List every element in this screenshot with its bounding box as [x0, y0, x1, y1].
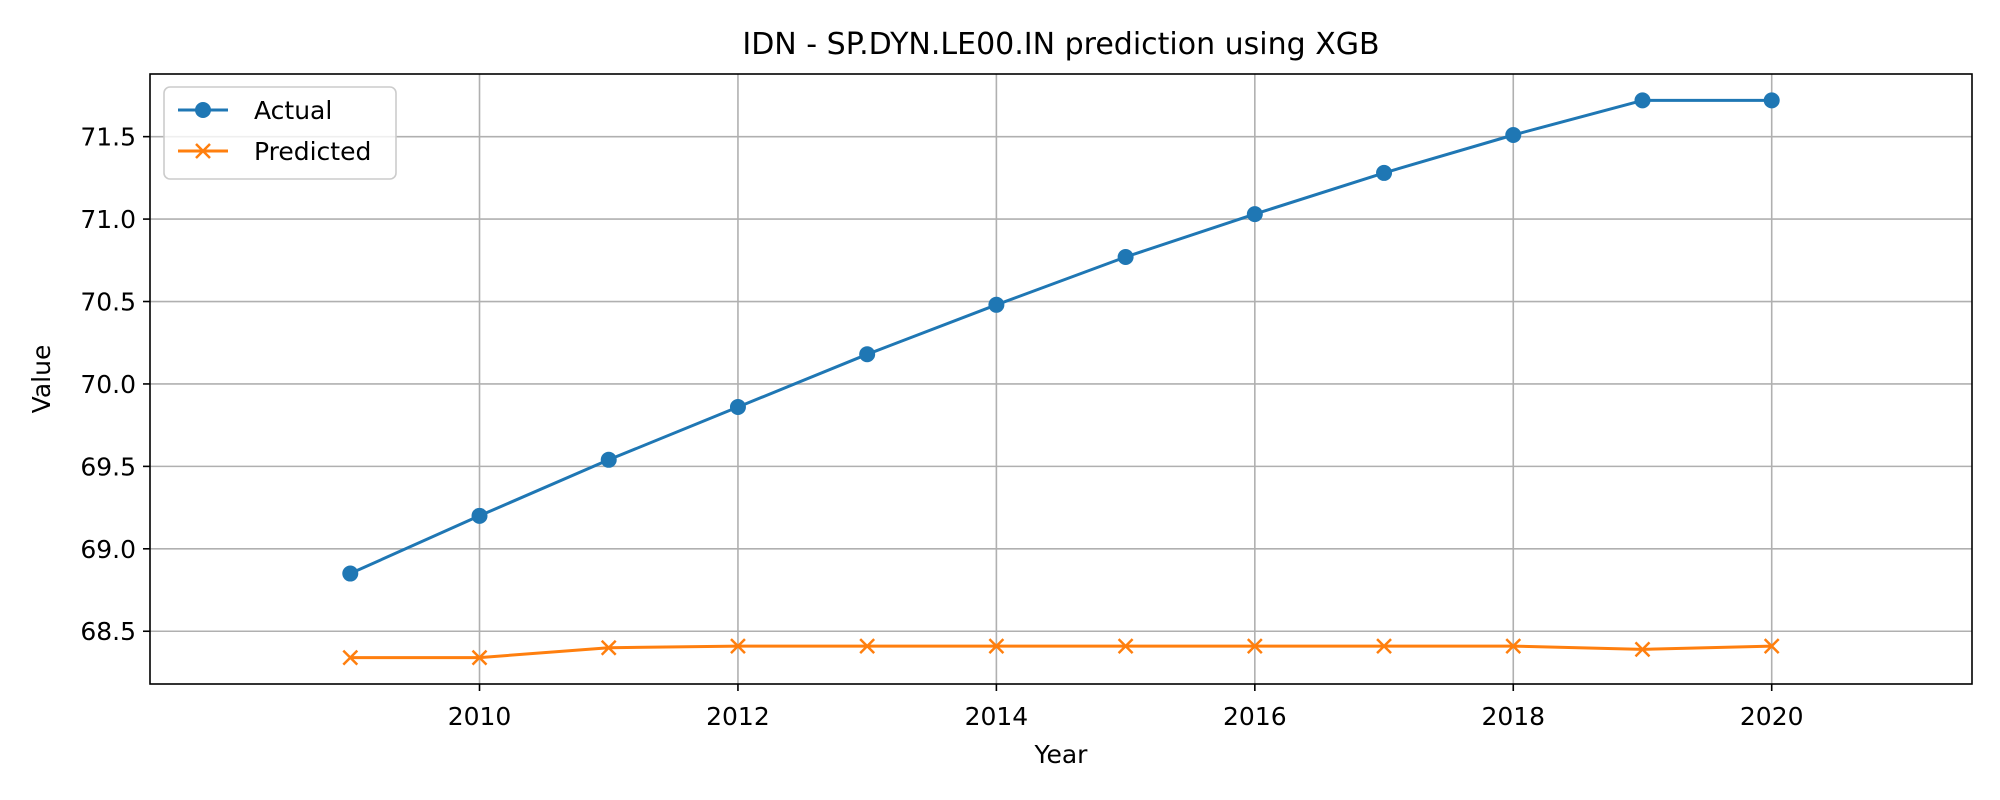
data-point-actual: [1376, 164, 1393, 181]
plot-frame: [149, 73, 1973, 685]
data-point-actual: [1246, 206, 1263, 223]
y-tick-label: 71.5: [80, 123, 136, 152]
legend-label-actual: Actual: [254, 96, 332, 125]
legend-swatch-actual-marker: [195, 102, 211, 118]
data-point-actual: [600, 451, 617, 468]
data-point-predicted: [1634, 641, 1651, 658]
x-tick-label: 2018: [1481, 702, 1545, 731]
legend: Actual Predicted: [163, 86, 397, 180]
series-line-actual: [349, 98, 1772, 575]
plot-area-background: [150, 74, 1972, 684]
x-tick-label: 2010: [448, 702, 512, 731]
data-point-actual: [471, 507, 488, 524]
x-tick-label: 2020: [1740, 702, 1804, 731]
data-point-actual: [1505, 127, 1522, 143]
data-point-predicted: [1117, 638, 1134, 654]
data-point-predicted: [1763, 638, 1780, 654]
data-point-predicted: [1246, 638, 1263, 654]
data-point-predicted: [1505, 638, 1522, 654]
y-tick-label: 70.0: [80, 370, 136, 399]
y-tick-label: 71.0: [80, 205, 136, 234]
x-tick-label: 2016: [1223, 702, 1287, 731]
data-point-actual: [729, 399, 746, 416]
data-point-actual: [859, 346, 876, 363]
chart-title: IDN - SP.DYN.LE00.IN prediction using XG…: [742, 27, 1379, 62]
x-tick-label: 2014: [965, 702, 1029, 731]
data-point-actual: [1117, 249, 1134, 265]
tick-layer: 2010 2012 2014 2016 2018 2020 68.5 69.0 69.5 70.0…: [80, 123, 1803, 731]
data-point-predicted: [859, 638, 876, 654]
series-line-predicted: [350, 644, 1772, 660]
data-point-actual: [342, 565, 359, 582]
data-point-actual: [988, 296, 1005, 313]
grid-layer: [150, 74, 1972, 684]
y-tick-label: 69.5: [80, 452, 136, 481]
data-point-predicted: [600, 639, 617, 656]
data-point-predicted: [471, 649, 488, 666]
y-axis-title: Value: [27, 345, 56, 414]
data-point-predicted: [1376, 638, 1392, 654]
x-axis-title: Year: [1034, 740, 1089, 769]
data-point-actual: [1763, 92, 1780, 109]
y-tick-label: 68.5: [80, 617, 136, 646]
data-point-predicted: [342, 649, 359, 666]
data-point-predicted: [730, 638, 746, 654]
y-tick-label: 70.5: [80, 288, 136, 317]
data-point-actual: [1634, 92, 1651, 109]
y-tick-label: 69.0: [80, 535, 136, 564]
data-point-predicted: [988, 638, 1005, 654]
series-layer: [342, 92, 1780, 666]
x-tick-label: 2012: [706, 702, 770, 731]
legend-swatch-predicted-marker: [195, 143, 211, 159]
legend-label-predicted: Predicted: [254, 137, 371, 166]
